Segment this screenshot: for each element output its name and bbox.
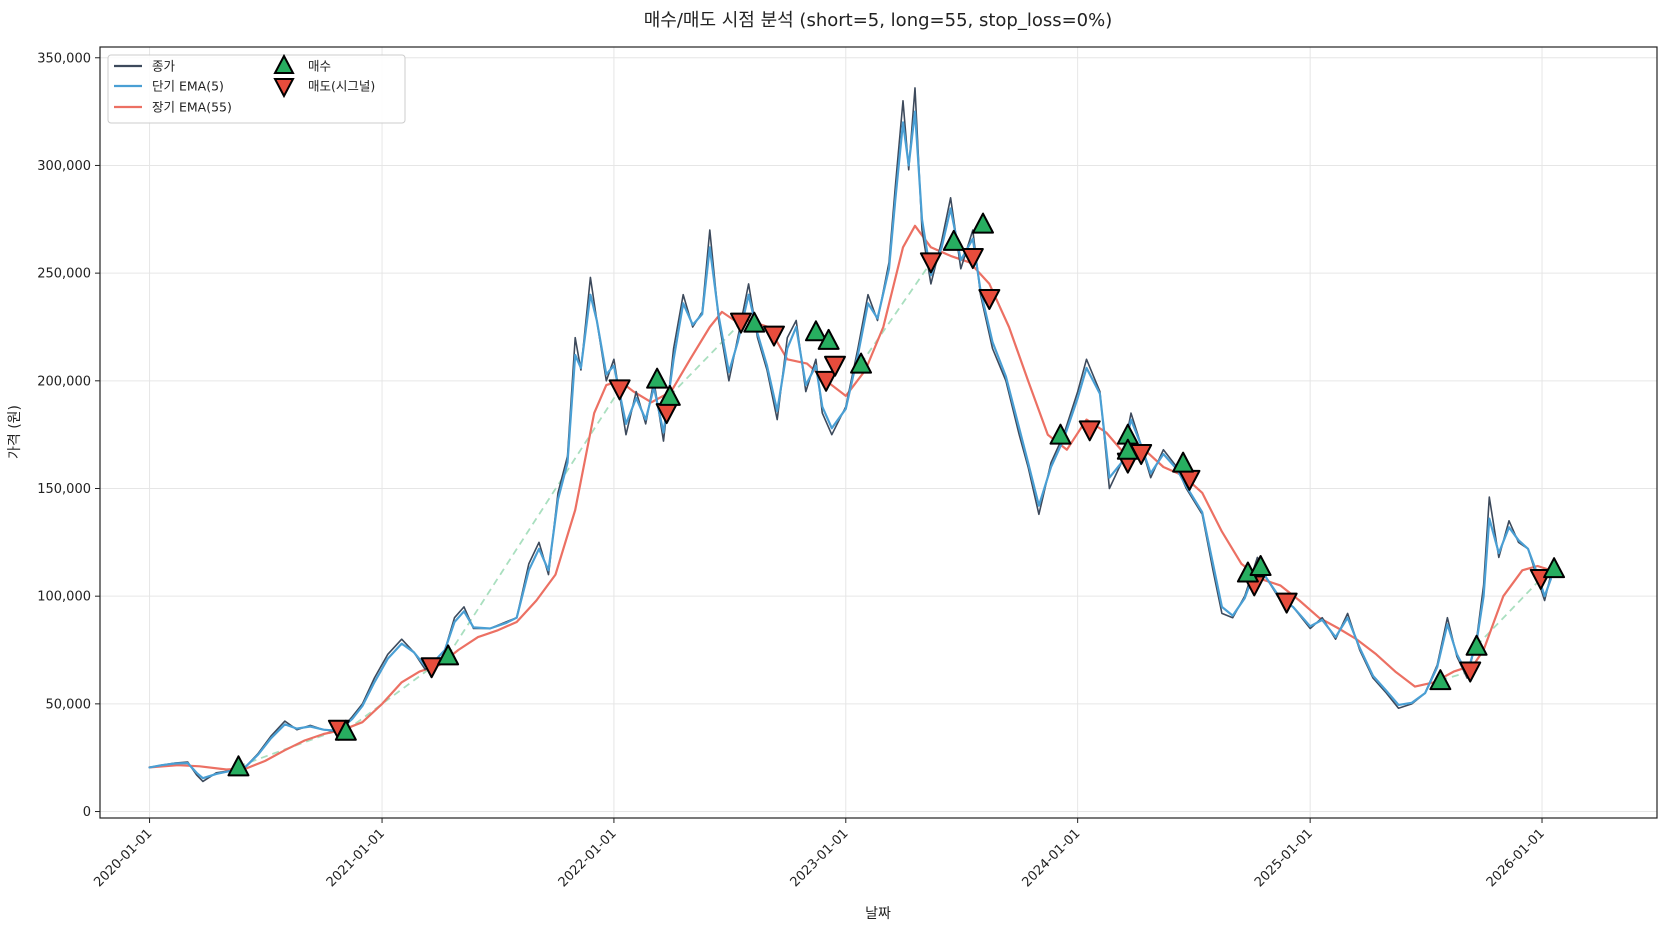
legend-label: 장기 EMA(55)	[152, 100, 232, 115]
sell-marker	[1275, 592, 1298, 614]
x-tick-label: 2024-01-01	[1019, 826, 1083, 890]
legend-swatch-sell	[273, 78, 295, 99]
series-line-close	[148, 87, 1552, 783]
y-tick-label: 300,000	[37, 159, 91, 174]
series-line-ema-long	[148, 224, 1552, 771]
y-tick-label: 0	[83, 805, 91, 820]
legend-label: 단기 EMA(5)	[152, 79, 224, 94]
buy-marker	[1172, 451, 1195, 473]
x-tick-label: 2023-01-01	[788, 826, 852, 890]
buy-marker	[334, 719, 357, 741]
marker-layer	[227, 212, 1566, 777]
sell-marker	[729, 312, 752, 334]
sell-marker	[919, 252, 942, 274]
series-line-ema-short	[148, 110, 1552, 780]
buy-marker	[1049, 423, 1072, 445]
legend-label: 종가	[152, 59, 176, 74]
buy-marker	[817, 328, 840, 350]
buy-marker	[658, 384, 681, 406]
buy-marker	[942, 229, 965, 251]
x-tick-label: 2026-01-01	[1484, 826, 1548, 890]
x-axis-title: 날짜	[865, 906, 891, 922]
grid-layer	[100, 47, 1657, 818]
trade-link-line	[669, 322, 742, 397]
y-tick-label: 250,000	[37, 267, 91, 282]
sell-marker	[608, 379, 631, 401]
axis-layer: 0 50,000 100,000 150,000 200,000 250,000 300,0…	[37, 51, 1548, 890]
sell-marker	[815, 370, 838, 392]
sell-marker	[420, 657, 443, 679]
sell-marker	[978, 288, 1001, 310]
y-tick-label: 200,000	[37, 374, 91, 389]
y-tick-label: 350,000	[37, 51, 91, 66]
legend-frame	[107, 54, 406, 124]
buy-marker	[743, 311, 766, 333]
legend-label: 매도(시그널)	[308, 79, 375, 94]
chart-title: 매수/매도 시점 분석 (short=5, long=55, stop_loss…	[644, 10, 1113, 31]
sell-marker	[961, 248, 984, 270]
trade-link-line	[860, 261, 932, 365]
buy-marker	[971, 212, 994, 234]
trade-link-line	[345, 666, 433, 732]
buy-marker	[1249, 555, 1272, 577]
y-tick-label: 150,000	[37, 482, 91, 497]
legend-label: 매수	[308, 59, 331, 74]
x-tick-label: 2022-01-01	[556, 826, 620, 890]
legend-swatch-buy	[273, 53, 295, 74]
trade-link-line	[1475, 578, 1542, 647]
y-axis-title: 가격 (원)	[7, 405, 23, 459]
buy-marker	[850, 352, 873, 374]
trade-link-line	[447, 388, 621, 656]
trade-link-layer	[238, 261, 1542, 768]
buy-marker	[437, 644, 460, 666]
sell-marker	[763, 325, 786, 347]
sell-marker	[1459, 661, 1482, 683]
buy-marker	[1465, 634, 1488, 656]
series-layer	[148, 87, 1552, 783]
sell-marker	[823, 355, 846, 377]
buy-marker	[804, 320, 827, 342]
x-tick-label: 2025-01-01	[1252, 826, 1316, 890]
buy-marker	[227, 755, 250, 777]
buy-marker	[646, 367, 669, 389]
x-tick-label: 2021-01-01	[324, 826, 388, 890]
plot-frame	[99, 46, 1658, 819]
buy-marker	[1116, 438, 1139, 460]
buy-marker	[1429, 669, 1452, 691]
y-tick-label: 50,000	[46, 697, 92, 712]
y-tick-label: 100,000	[37, 590, 91, 605]
x-tick-label: 2020-01-01	[91, 826, 155, 890]
buy-marker	[1543, 557, 1566, 579]
sell-marker	[1078, 420, 1101, 442]
